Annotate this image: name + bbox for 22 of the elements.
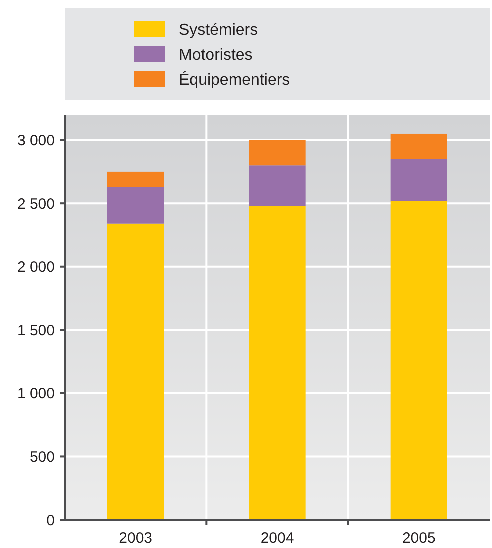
bar	[249, 206, 306, 520]
bar	[249, 166, 306, 206]
bar	[390, 134, 448, 160]
y-tick-label: 2 500	[17, 196, 55, 213]
bar	[108, 187, 164, 224]
x-tick-label: 2003	[119, 530, 153, 547]
bar	[390, 159, 448, 202]
legend-label: Motoristes	[179, 47, 253, 64]
x-tick-label: 2005	[402, 530, 436, 547]
y-tick-label: 1 000	[17, 386, 55, 403]
bar	[249, 140, 306, 166]
legend-label: Équipementiers	[179, 71, 290, 89]
y-tick-label: 3 000	[17, 132, 55, 150]
y-tick-label: 0	[46, 512, 55, 530]
y-tick-label: 1 500	[17, 322, 55, 340]
y-tick-label: 2 000	[17, 259, 55, 276]
x-tick-label: 2004	[260, 530, 294, 547]
bar	[108, 224, 164, 520]
legend-label: Systémiers	[179, 22, 258, 39]
y-tick-label: 500	[30, 448, 55, 466]
bar	[390, 201, 448, 520]
bar	[108, 172, 164, 188]
